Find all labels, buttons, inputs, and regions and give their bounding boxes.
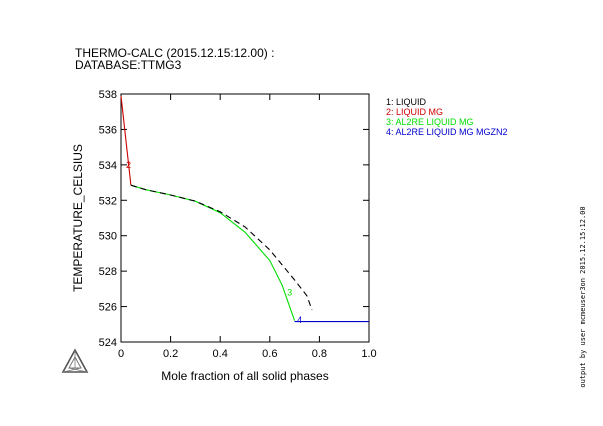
- chart-title: THERMO-CALC (2015.12.15:12.00) :: [75, 46, 274, 60]
- x-tick-label: 0.6: [262, 348, 277, 360]
- y-tick-label: 532: [99, 195, 117, 207]
- y-tick-label: 526: [99, 302, 117, 314]
- y-axis: 524 526 528 530 532 534 536 538: [99, 89, 369, 349]
- y-axis-label: TEMPERATURE_CELSIUS: [71, 144, 85, 292]
- x-tick-label: 0.4: [213, 348, 228, 360]
- series-label-2: 2: [126, 160, 131, 170]
- x-tick-label: 0: [118, 348, 124, 360]
- series-label-3: 3: [287, 287, 292, 297]
- x-tick-label: 0.2: [163, 348, 178, 360]
- y-tick-label: 524: [99, 337, 117, 349]
- series-line-2: [120, 95, 132, 186]
- y-tick-label: 536: [99, 124, 117, 136]
- legend-entry-4: 4: AL2RE LIQUID MG MGZN2: [386, 127, 508, 137]
- series-layer: 2 3 4: [120, 94, 369, 325]
- x-tick-label: 1.0: [361, 348, 376, 360]
- thermo-calc-logo-icon: [61, 348, 89, 373]
- chart-subtitle: DATABASE:TTMG3: [75, 58, 182, 72]
- plot-frame: [120, 93, 370, 343]
- legend-entry-2: 2: LIQUID MG: [386, 107, 443, 117]
- x-axis-label: Mole fraction of all solid phases: [161, 369, 328, 383]
- x-axis: 0 0.2 0.4 0.6 0.8 1.0: [118, 94, 377, 360]
- series-line-3: [130, 184, 296, 321]
- y-tick-label: 534: [99, 160, 117, 172]
- y-tick-label: 530: [99, 231, 117, 243]
- y-tick-label: 538: [99, 89, 117, 101]
- y-tick-label: 528: [99, 266, 117, 278]
- legend-entry-1: 1: LIQUID: [386, 97, 427, 107]
- x-tick-label: 0.8: [312, 348, 327, 360]
- series-line-5: [130, 184, 313, 311]
- side-note: output by user mcmeuser3on 2015.12.15:12…: [579, 206, 587, 387]
- legend-entry-3: 3: AL2RE LIQUID MG: [386, 117, 474, 127]
- series-label-4: 4: [297, 315, 302, 325]
